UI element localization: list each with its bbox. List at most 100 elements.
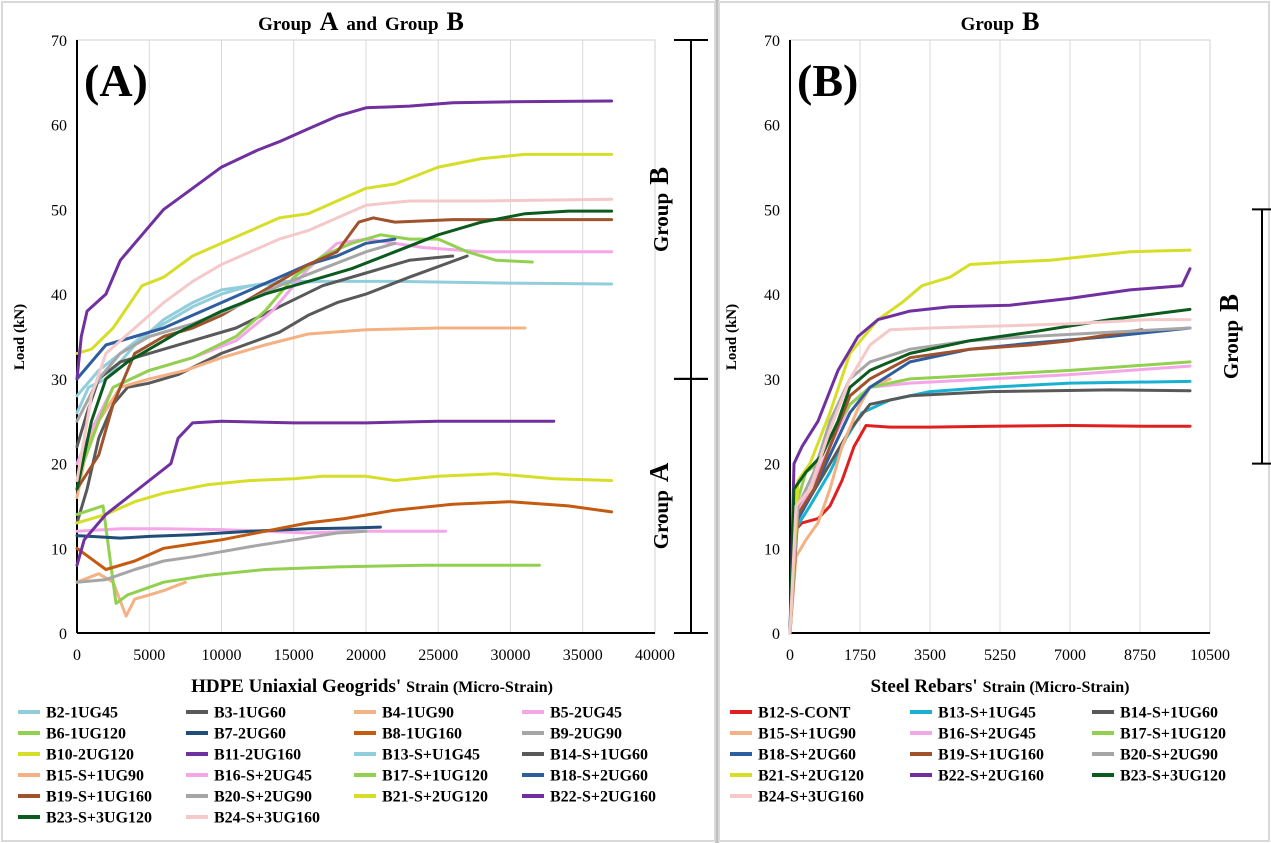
x-axis-label-main: Steel Rebars' <box>871 676 978 697</box>
x-tick-label: 3500 <box>914 647 946 664</box>
chart-title-part: A <box>320 7 339 36</box>
x-tick-label: 40000 <box>635 647 675 664</box>
series-line-B21-S+2UG120 <box>75 152 614 355</box>
series-line-B18-S+2UG60 <box>75 237 397 381</box>
x-tick-label: 1750 <box>844 647 876 664</box>
legend-label: B23-S+3UG120 <box>1120 768 1226 785</box>
legend-label: B13-S+1UG45 <box>938 705 1036 722</box>
chart-panel-b: Group B 0 1750 3500 5250 7000 8750 10500 0 10 20 30 4… <box>724 7 1271 806</box>
legend-label: B19-S+1UG160 <box>46 789 152 806</box>
series-line-B20-S+2UG90 <box>788 326 1192 635</box>
group-bracket-letter: B <box>644 167 674 185</box>
legend-label: B20-S+2UG90 <box>214 789 312 806</box>
group-bracket-letter: B <box>1214 294 1244 312</box>
legend-label: B5-2UG45 <box>550 705 622 722</box>
series-line-B21-S+2UG120 <box>788 248 1192 635</box>
y-tick-label: 60 <box>51 118 67 135</box>
legend-label: B13-S+U1G45 <box>382 747 480 764</box>
legend-label: B21-S+2UG120 <box>382 789 488 806</box>
x-tick-label: 15000 <box>274 647 314 664</box>
series-line-B23-S+3UG120 <box>788 307 1192 635</box>
x-axis-label-unit: Strain (Micro-Strain) <box>406 679 553 696</box>
y-tick-label: 10 <box>51 541 67 558</box>
legend-label: B4-1UG90 <box>382 705 454 722</box>
x-axis-label: HDPE Uniaxial Geogrids' Strain (Micro-Str… <box>191 676 553 697</box>
x-tick-label: 10000 <box>202 647 242 664</box>
legend-label: B19-S+1UG160 <box>938 747 1044 764</box>
series-line-B10-2UG120 <box>75 472 614 525</box>
y-tick-label: 30 <box>51 372 67 389</box>
panel-label: (B) <box>797 55 858 106</box>
y-tick-label: 20 <box>51 457 67 474</box>
x-axis-label-unit: Strain (Micro-Strain) <box>983 679 1130 696</box>
series-line-B6-1UG120 <box>75 504 541 605</box>
series-line-B24-S+3UG160 <box>75 197 614 482</box>
legend-label: B10-2UG120 <box>46 747 134 764</box>
chart-title-part: B <box>1022 7 1039 36</box>
series-line-B17-S+1UG120 <box>788 360 1192 635</box>
legend-label: B16-S+2UG45 <box>214 768 312 785</box>
chart-title: Group B <box>961 7 1040 36</box>
series-line-B4-1UG90 <box>75 572 187 618</box>
legend-label: B22-S+2UG160 <box>938 768 1044 785</box>
series-line-B19-S+1UG160 <box>75 216 614 491</box>
y-tick-label: 70 <box>764 33 780 50</box>
legend-label: B7-2UG60 <box>214 726 286 743</box>
series-line-B11-2UG160 <box>75 419 556 567</box>
legend-label: B17-S+1UG120 <box>1120 726 1226 743</box>
y-tick-label: 50 <box>764 202 780 219</box>
series-line-B8-1UG160 <box>75 500 614 571</box>
legend-label: B3-1UG60 <box>214 705 286 722</box>
y-axis-label: Load (kN) <box>12 304 28 370</box>
series-line-B24-S+3UG160 <box>788 318 1192 635</box>
x-tick-label: 20000 <box>346 647 386 664</box>
legend-label: B22-S+2UG160 <box>550 789 656 806</box>
series-line-B9-2UG90 <box>75 529 368 584</box>
x-tick-label: 10500 <box>1190 647 1230 664</box>
x-axis-label: Steel Rebars' Strain (Micro-Strain) <box>871 676 1130 697</box>
group-bracket-label: Group B <box>644 167 674 252</box>
series-line-B17-S+1UG120 <box>75 233 534 482</box>
x-tick-label: 8750 <box>1124 647 1156 664</box>
y-axis-label: Load (kN) <box>724 304 740 370</box>
series-line-B22-S+2UG160 <box>788 267 1192 635</box>
group-bracket-label: Group A <box>644 462 674 549</box>
group-bracket-letter: A <box>644 462 674 482</box>
x-tick-label: 0 <box>73 647 81 664</box>
group-bracket-word: Group <box>649 490 673 549</box>
chart-title-part: and <box>346 14 377 35</box>
x-axis-label-main: HDPE Uniaxial Geogrids' <box>191 676 401 697</box>
legend-label: B18-S+2UG60 <box>758 747 856 764</box>
y-tick-label: 30 <box>764 372 780 389</box>
y-tick-label: 70 <box>51 33 67 50</box>
legend-label: B23-S+3UG120 <box>46 810 152 827</box>
y-tick-label: 60 <box>764 118 780 135</box>
group-bracket-label: Group B <box>1214 294 1244 379</box>
legend-label: B6-1UG120 <box>46 726 126 743</box>
series-line-B12-S-CONT <box>788 424 1192 635</box>
x-tick-label: 5250 <box>984 647 1016 664</box>
legend-label: B24-S+3UG160 <box>214 810 320 827</box>
legend-label: B24-S+3UG160 <box>758 789 864 806</box>
panel-label: (A) <box>84 55 148 106</box>
x-tick-label: 0 <box>786 647 794 664</box>
y-tick-label: 20 <box>764 457 780 474</box>
legend-label: B11-2UG160 <box>214 747 301 764</box>
x-tick-label: 35000 <box>563 647 603 664</box>
legend-label: B15-S+1UG90 <box>46 768 144 785</box>
y-tick-label: 40 <box>764 287 780 304</box>
legend-label: B20-S+2UG90 <box>1120 747 1218 764</box>
chart-title-part: Group <box>258 14 312 35</box>
y-tick-label: 0 <box>772 626 780 643</box>
x-tick-label: 30000 <box>491 647 531 664</box>
x-tick-label: 25000 <box>418 647 458 664</box>
legend-label: B9-2UG90 <box>550 726 622 743</box>
legend-label: B8-1UG160 <box>382 726 462 743</box>
legend-label: B14-S+1UG60 <box>1120 705 1218 722</box>
legend-label: B21-S+2UG120 <box>758 768 864 785</box>
series-line-B7-2UG60 <box>75 525 382 540</box>
group-bracket-word: Group <box>649 193 673 252</box>
legend-label: B15-S+1UG90 <box>758 726 856 743</box>
